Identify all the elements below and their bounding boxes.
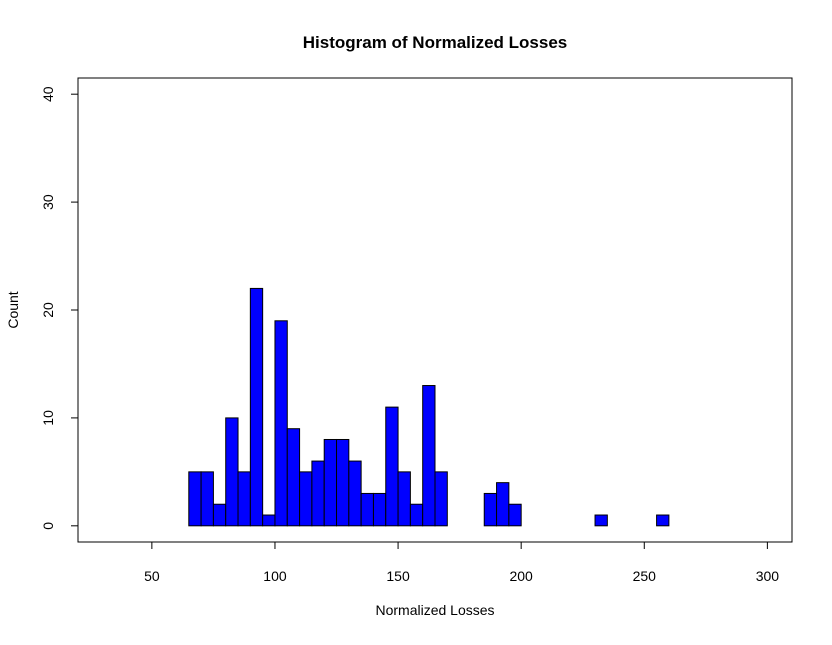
x-tick-label: 100 bbox=[263, 568, 287, 584]
histogram-bar bbox=[434, 471, 448, 527]
histogram-bar bbox=[372, 492, 387, 527]
histogram-bar bbox=[188, 471, 202, 527]
x-tick-label: 50 bbox=[144, 568, 160, 584]
x-tick-label: 200 bbox=[509, 568, 533, 584]
histogram-bar bbox=[360, 492, 374, 527]
histogram-bar bbox=[237, 471, 251, 527]
histogram-bar bbox=[249, 287, 264, 527]
y-tick-label: 10 bbox=[40, 410, 56, 426]
histogram-bar bbox=[496, 482, 510, 527]
bars-group bbox=[188, 287, 670, 527]
histogram-bar bbox=[212, 503, 227, 527]
x-tick-label: 250 bbox=[633, 568, 657, 584]
histogram-bar bbox=[286, 428, 301, 527]
histogram-bar bbox=[225, 417, 239, 527]
histogram-bar bbox=[262, 514, 276, 527]
y-tick-label: 30 bbox=[40, 194, 56, 210]
y-tick-label: 0 bbox=[40, 522, 56, 530]
histogram-bar bbox=[397, 471, 411, 527]
histogram-bar bbox=[508, 503, 522, 527]
y-tick-label: 20 bbox=[40, 302, 56, 318]
y-tick-label: 40 bbox=[40, 86, 56, 102]
y-axis-label: Count bbox=[5, 291, 21, 328]
x-axis-label: Normalized Losses bbox=[375, 602, 494, 618]
histogram-bar bbox=[299, 471, 313, 527]
histogram-bar bbox=[656, 514, 670, 527]
histogram-bar bbox=[594, 514, 608, 527]
histogram-bar bbox=[311, 460, 325, 527]
histogram-bar bbox=[323, 438, 338, 527]
x-tick-label: 300 bbox=[756, 568, 780, 584]
y-axis: 0 10 20 30 40 bbox=[40, 86, 79, 530]
histogram-bar bbox=[409, 503, 424, 527]
histogram-bar bbox=[200, 471, 214, 527]
histogram-bar bbox=[274, 320, 288, 527]
histogram-bar bbox=[422, 385, 436, 527]
x-axis: 50 100 150 200 250 300 bbox=[144, 541, 780, 584]
histogram-bar bbox=[483, 492, 498, 527]
histogram-bar bbox=[348, 460, 362, 527]
chart-title: Histogram of Normalized Losses bbox=[303, 33, 568, 52]
histogram-bar bbox=[336, 438, 350, 527]
histogram-bar bbox=[385, 406, 399, 527]
x-tick-label: 150 bbox=[386, 568, 410, 584]
